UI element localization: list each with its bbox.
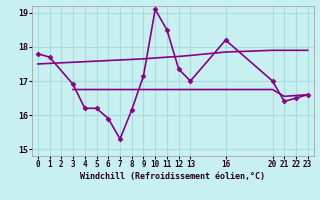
X-axis label: Windchill (Refroidissement éolien,°C): Windchill (Refroidissement éolien,°C) [80,172,265,181]
